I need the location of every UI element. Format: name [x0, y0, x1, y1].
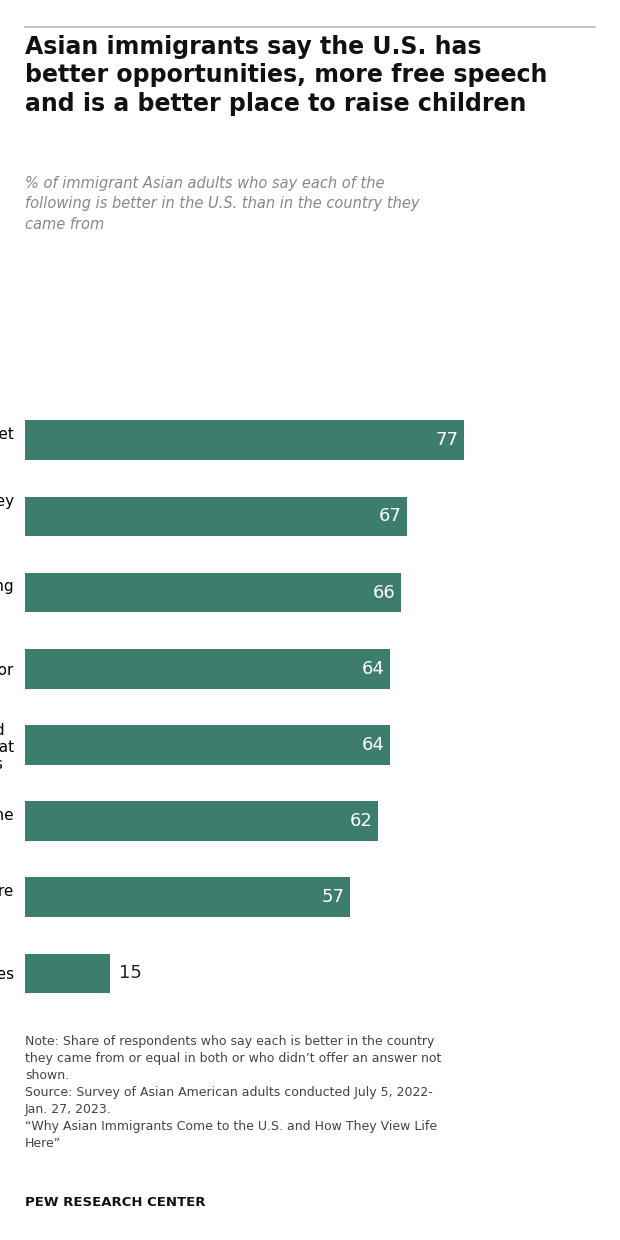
Text: 64: 64	[361, 735, 384, 754]
Bar	[25, 420, 464, 460]
Text: Asian immigrants say the U.S. has
better opportunities, more free speech
and is : Asian immigrants say the U.S. has better…	[25, 35, 547, 117]
Text: % of immigrant Asian adults who say each of the
following is better in the U.S. : % of immigrant Asian adults who say each…	[25, 176, 419, 232]
Text: 57: 57	[321, 888, 344, 906]
Text: 64: 64	[361, 660, 384, 678]
Bar	[25, 496, 407, 536]
Bar	[25, 649, 390, 688]
Bar	[25, 801, 378, 841]
Text: 67: 67	[378, 507, 401, 526]
Text: 62: 62	[350, 812, 373, 830]
Text: 77: 77	[435, 432, 458, 449]
Text: 15: 15	[119, 965, 142, 982]
Text: 66: 66	[373, 584, 396, 601]
Text: PEW RESEARCH CENTER: PEW RESEARCH CENTER	[25, 1197, 205, 1209]
Bar	[25, 878, 350, 918]
Text: Note: Share of respondents who say each is better in the country
they came from : Note: Share of respondents who say each …	[25, 1035, 441, 1151]
Bar	[25, 954, 110, 993]
Bar	[25, 573, 401, 613]
Bar	[25, 725, 390, 765]
